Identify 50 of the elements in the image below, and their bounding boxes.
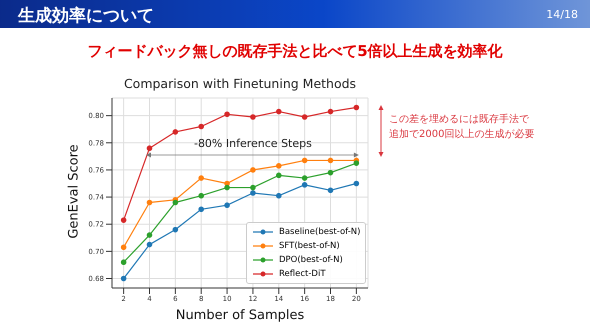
point — [198, 175, 204, 181]
point — [354, 104, 360, 110]
point — [198, 192, 204, 199]
point — [302, 175, 308, 181]
point — [328, 158, 334, 164]
point — [328, 187, 334, 194]
point — [276, 172, 282, 178]
chart-title: Comparison with Finetuning Methods — [122, 76, 358, 91]
point — [250, 167, 256, 173]
point — [120, 259, 126, 266]
point — [302, 114, 308, 120]
text: 14/18 — [546, 8, 578, 21]
point — [354, 180, 360, 186]
point — [120, 244, 126, 250]
point — [198, 206, 204, 212]
legend-label: DPO(best-of-N) — [279, 254, 343, 267]
point — [328, 108, 334, 114]
text: フィードバック無しの既存手法と比べて5倍以上生成を効率化 — [86, 42, 504, 61]
legend-label: SFT(best-of-N) — [279, 240, 340, 253]
point — [120, 217, 126, 223]
legend-label: Reflect-DiT — [279, 268, 326, 281]
point — [146, 232, 152, 238]
point — [172, 226, 178, 232]
point — [120, 276, 126, 282]
text: 生成効率について — [18, 5, 154, 27]
point — [328, 170, 334, 176]
point — [224, 111, 230, 118]
point — [276, 108, 282, 114]
point — [146, 145, 152, 152]
point — [224, 184, 230, 190]
point — [250, 184, 256, 190]
x-axis-title: Number of Samples — [174, 308, 306, 323]
point — [146, 242, 152, 248]
text: 追加で2000回以上の生成が必要 — [389, 128, 534, 142]
point — [354, 160, 360, 166]
point — [276, 192, 282, 199]
point — [172, 200, 178, 206]
point — [302, 158, 308, 164]
point — [198, 124, 204, 130]
annotation: -80% Inference Steps — [192, 137, 313, 150]
point — [250, 114, 256, 120]
point — [302, 182, 308, 188]
point — [276, 163, 282, 169]
y-axis-title: GenEval Score — [66, 143, 82, 241]
point — [224, 202, 230, 208]
legend-label: Baseline(best-of-N) — [279, 226, 360, 239]
point — [146, 200, 152, 206]
point — [172, 129, 178, 135]
text: この差を埋めるには既存手法で — [389, 112, 529, 127]
point — [250, 190, 256, 196]
